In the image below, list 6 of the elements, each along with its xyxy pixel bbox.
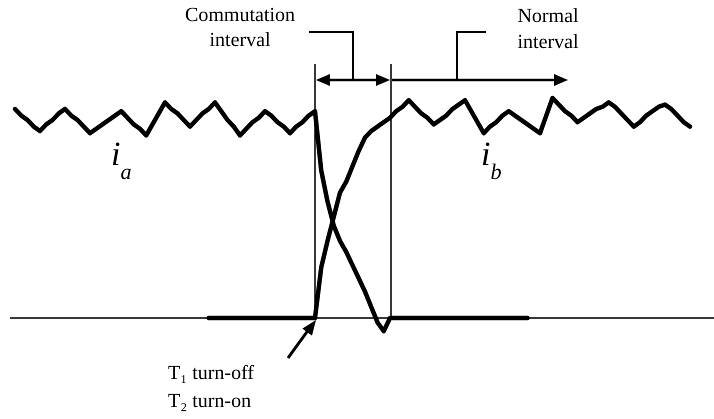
- text: T₁ turn-off: [168, 362, 254, 384]
- text: T₂ turn-on: [168, 390, 252, 412]
- text: Normal interval: [517, 5, 579, 53]
- text: Commutation interval: [185, 4, 295, 51]
- series-label: i$_{a}$: [111, 136, 132, 184]
- series-label: i$_{b}$: [481, 136, 502, 184]
